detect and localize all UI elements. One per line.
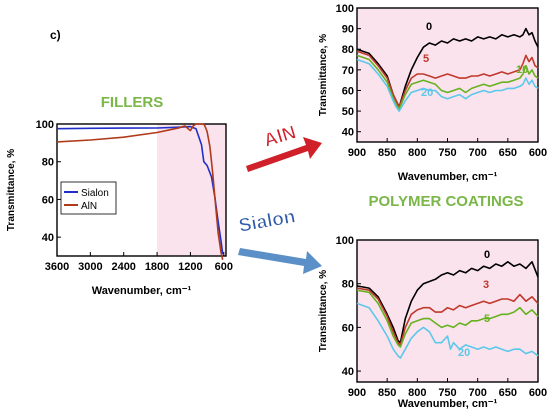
x-tick-label: 750 bbox=[438, 387, 456, 399]
fillers-heading: FILLERS bbox=[101, 94, 164, 111]
x-tick-label: 850 bbox=[378, 387, 396, 399]
x-tick-label: 1200 bbox=[178, 261, 202, 273]
panel-label: c) bbox=[50, 28, 61, 42]
x-axis-label: Wavenumber, cm⁻¹ bbox=[92, 285, 192, 297]
x-tick-label: 850 bbox=[378, 147, 396, 159]
series-line-10 bbox=[356, 54, 539, 110]
series-label-20: 20 bbox=[458, 347, 470, 359]
y-axis-label: Transmittance, % bbox=[318, 270, 329, 352]
y-tick-label: 60 bbox=[342, 322, 354, 334]
x-tick-label: 800 bbox=[408, 387, 426, 399]
y-tick-label: 100 bbox=[336, 3, 354, 15]
legend-label: Sialon bbox=[81, 188, 109, 199]
y-tick-label: 60 bbox=[342, 85, 354, 97]
y-tick-label: 100 bbox=[36, 119, 54, 131]
y-tick-label: 60 bbox=[42, 194, 54, 206]
sialon-arrow: Sialon bbox=[237, 206, 322, 274]
y-tick-label: 90 bbox=[342, 24, 354, 36]
x-tick-label: 750 bbox=[438, 147, 456, 159]
plot-frame bbox=[56, 123, 227, 257]
x-axis-label: Wavenumber, cm⁻¹ bbox=[398, 171, 498, 183]
fillers-chart: 3600 3000 2400 1800 1200 600 40 60 80 100 Wavenumb… bbox=[6, 119, 233, 297]
x-tick-label: 700 bbox=[468, 387, 486, 399]
y-tick-label: 70 bbox=[342, 65, 354, 77]
series-line-3 bbox=[356, 287, 539, 346]
x-tick-label: 3600 bbox=[45, 261, 69, 273]
x-tick-label: 800 bbox=[408, 147, 426, 159]
series-label-0: 0 bbox=[484, 249, 490, 261]
x-tick-label: 900 bbox=[348, 147, 366, 159]
series-label-3: 3 bbox=[483, 279, 489, 291]
y-tick-label: 50 bbox=[342, 106, 354, 118]
polymer-coatings-heading: POLYMER COATINGS bbox=[368, 193, 523, 210]
y-tick-label: 100 bbox=[336, 235, 354, 247]
series-line-aln bbox=[56, 123, 224, 260]
highlight-band bbox=[157, 124, 226, 256]
aln-arrow-label: AlN bbox=[261, 122, 298, 152]
sialon-arrow-shape bbox=[238, 248, 322, 274]
x-axis-label: Wavenumber, cm⁻¹ bbox=[398, 398, 498, 410]
series-label-10: 10 bbox=[516, 64, 528, 76]
aln-arrow: AlN bbox=[246, 122, 322, 172]
x-tick-label: 650 bbox=[499, 387, 517, 399]
x-tick-label: 650 bbox=[499, 147, 517, 159]
x-tick-label: 900 bbox=[348, 387, 366, 399]
x-tick-label: 600 bbox=[215, 261, 233, 273]
x-tick-label: 600 bbox=[529, 147, 547, 159]
y-axis-label: Transmittance, % bbox=[318, 34, 329, 116]
series-label-20: 20 bbox=[421, 87, 433, 99]
series-label-5: 5 bbox=[484, 313, 490, 325]
series-label-0: 0 bbox=[426, 21, 432, 33]
highlight-band bbox=[357, 240, 538, 382]
y-tick-label: 80 bbox=[342, 279, 354, 291]
series-line-5 bbox=[356, 289, 539, 348]
sialon-arrow-label: Sialon bbox=[237, 206, 297, 237]
aln-coatings-chart: 900 850 800 750 700 650 600405060708090100Wave… bbox=[318, 3, 547, 183]
y-tick-label: 40 bbox=[42, 232, 54, 244]
series-line-5 bbox=[356, 50, 539, 108]
x-tick-label: 2400 bbox=[111, 261, 135, 273]
series-line-20 bbox=[356, 302, 539, 359]
series-line-0 bbox=[356, 261, 539, 344]
series-line-20 bbox=[356, 58, 539, 112]
y-tick-label: 80 bbox=[342, 44, 354, 56]
legend-label: AlN bbox=[81, 201, 97, 212]
legend-box bbox=[60, 181, 117, 215]
y-tick-label: 40 bbox=[342, 366, 354, 378]
series-label-5: 5 bbox=[423, 53, 429, 65]
y-tick-label: 40 bbox=[342, 127, 354, 139]
x-tick-label: 1800 bbox=[145, 261, 169, 273]
sialon-coatings-chart: 900 850 800 750 700 650 600 40 60 80 100 Wavenumber… bbox=[318, 235, 547, 410]
x-tick-label: 3000 bbox=[78, 261, 102, 273]
y-tick-label: 80 bbox=[42, 157, 54, 169]
x-tick-label: 700 bbox=[468, 147, 486, 159]
x-tick-label: 600 bbox=[529, 387, 547, 399]
aln-arrow-shape bbox=[246, 137, 322, 172]
y-axis-label: Transmittance, % bbox=[6, 149, 17, 231]
